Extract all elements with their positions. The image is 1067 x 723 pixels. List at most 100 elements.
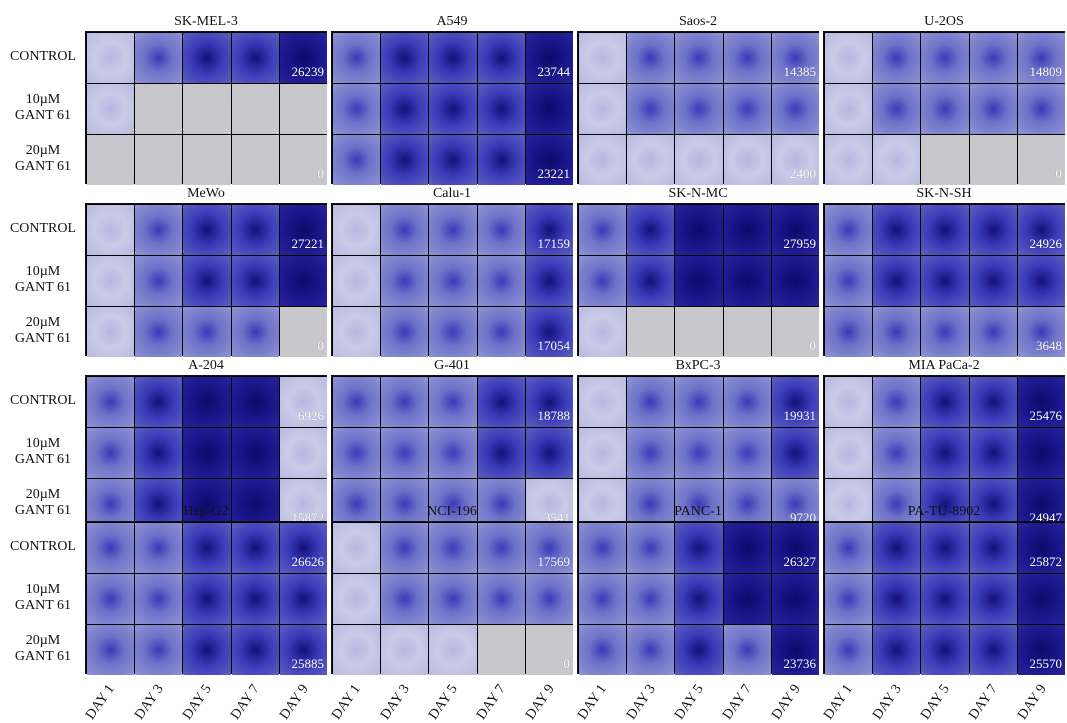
- well-image: [824, 306, 872, 357]
- well-panel: 23744 23221: [331, 31, 574, 185]
- row-label: CONTROL: [4, 539, 82, 555]
- well-image: [332, 376, 380, 427]
- well-image: [429, 376, 477, 427]
- well-image: [183, 478, 231, 529]
- well-image: [280, 83, 328, 134]
- well-image: [380, 376, 429, 427]
- well-image: [380, 573, 429, 624]
- well-image: [921, 478, 969, 529]
- well-image: [1018, 306, 1066, 357]
- well-image: [921, 32, 969, 83]
- well-image: [526, 376, 574, 427]
- row-label-line: GANT 61: [14, 330, 72, 346]
- well-image: [921, 427, 969, 478]
- panel-title: G-401: [434, 358, 470, 373]
- well-image: [626, 573, 675, 624]
- well-image: [772, 204, 820, 255]
- well-panel: 6926 15872: [85, 375, 328, 529]
- well-image: [675, 306, 723, 357]
- well-image: [380, 255, 429, 306]
- well-image: [723, 376, 772, 427]
- well-image: [231, 204, 280, 255]
- well-image: [578, 255, 626, 306]
- well-image: [723, 83, 772, 134]
- well-image: [723, 427, 772, 478]
- panel-title: PA-TU-8902: [907, 504, 981, 519]
- well-image: [86, 376, 134, 427]
- well-image: [86, 478, 134, 529]
- well-image: [429, 522, 477, 573]
- colony-count: 25570: [1029, 656, 1063, 671]
- well-image: [231, 83, 280, 134]
- well-image: [332, 522, 380, 573]
- colony-count: 23736: [783, 656, 817, 671]
- well-image: [921, 573, 969, 624]
- well-image: [1018, 522, 1066, 573]
- well-image: [380, 478, 429, 529]
- row-label-line: 20µM: [25, 314, 61, 330]
- day-label: DAY 1: [329, 681, 364, 723]
- well-image: [578, 522, 626, 573]
- well-image: [1018, 204, 1066, 255]
- well-image: [872, 522, 921, 573]
- well-image: [526, 478, 574, 529]
- well-image: [723, 134, 772, 185]
- well-image: [280, 624, 328, 675]
- colony-count: 14809: [1029, 64, 1063, 79]
- well-image: [526, 255, 574, 306]
- well-image: [675, 32, 723, 83]
- well-image: [578, 427, 626, 478]
- well-image: [231, 306, 280, 357]
- well-image: [824, 32, 872, 83]
- day-label: DAY 3: [377, 681, 413, 723]
- row-label: CONTROL: [4, 393, 82, 409]
- well-image: [332, 255, 380, 306]
- well-image: [921, 134, 969, 185]
- panel-title: BxPC-3: [675, 358, 721, 373]
- well-image: [578, 83, 626, 134]
- well-image: [477, 478, 526, 529]
- well-image: [675, 255, 723, 306]
- well-image: [969, 573, 1018, 624]
- row-label: CONTROL: [4, 221, 82, 237]
- well-image: [921, 255, 969, 306]
- day-label: DAY 5: [426, 681, 461, 723]
- well-image: [526, 204, 574, 255]
- day-label: DAY 1: [83, 681, 118, 723]
- well-image: [332, 427, 380, 478]
- well-image: [675, 573, 723, 624]
- colony-count: 17159: [537, 236, 571, 251]
- well-image: [921, 376, 969, 427]
- well-image: [1018, 478, 1066, 529]
- well-image: [675, 522, 723, 573]
- well-image: [86, 306, 134, 357]
- well-image: [134, 478, 183, 529]
- well-image: [969, 255, 1018, 306]
- well-image: [280, 32, 328, 83]
- colony-count: 0: [563, 656, 571, 671]
- well-image: [1018, 624, 1066, 675]
- colony-count: 2400: [790, 166, 816, 181]
- well-panel: 17159 17054: [331, 203, 574, 357]
- colony-count: 19931: [783, 408, 817, 423]
- well-image: [872, 83, 921, 134]
- colony-count: 17569: [537, 554, 571, 569]
- well-image: [86, 573, 134, 624]
- well-image: [772, 427, 820, 478]
- well-image: [183, 32, 231, 83]
- well-image: [134, 32, 183, 83]
- colony-count: 0: [1055, 166, 1063, 181]
- well-image: [772, 522, 820, 573]
- well-image: [1018, 83, 1066, 134]
- panel-title: Saos-2: [678, 14, 718, 29]
- well-image: [429, 306, 477, 357]
- well-image: [183, 522, 231, 573]
- day-label: DAY 7: [720, 681, 756, 723]
- well-image: [578, 306, 626, 357]
- well-image: [477, 376, 526, 427]
- colony-count: 14385: [783, 64, 817, 79]
- well-image: [86, 522, 134, 573]
- colony-count: 25885: [291, 656, 325, 671]
- well-image: [723, 306, 772, 357]
